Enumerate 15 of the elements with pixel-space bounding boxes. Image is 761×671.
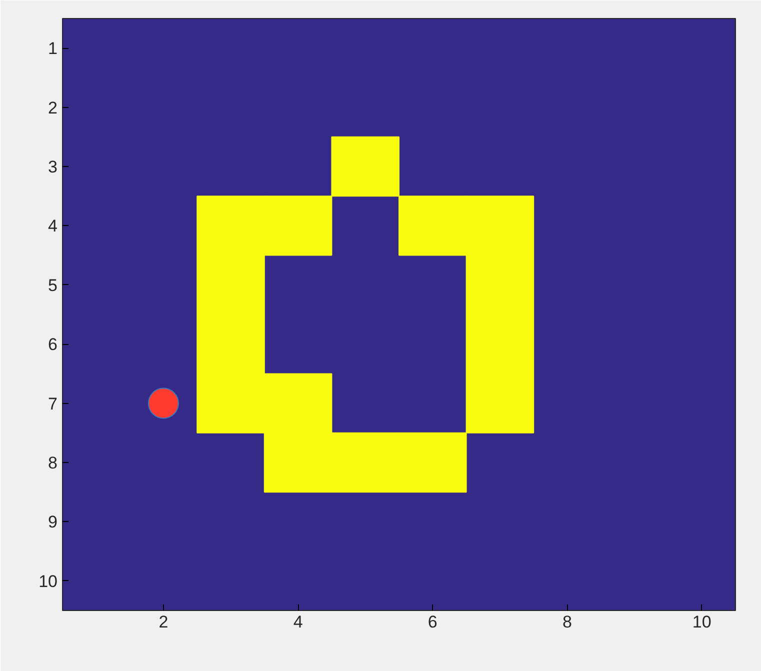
y-tick-label: 7 xyxy=(48,394,58,414)
y-tick-label: 8 xyxy=(48,454,58,472)
y-tick-label: 2 xyxy=(48,98,58,118)
x-tick-label: 6 xyxy=(428,612,438,632)
y-tick-label: 4 xyxy=(48,216,58,236)
y-tick-label: 5 xyxy=(48,276,58,295)
y-tick-label: 3 xyxy=(48,158,58,176)
x-tick-label: 2 xyxy=(158,612,168,632)
y-tick-label: 1 xyxy=(48,39,58,58)
x-tick-label: 4 xyxy=(293,612,303,632)
x-tick-label: 10 xyxy=(692,612,712,632)
y-tick-label: 9 xyxy=(48,512,58,532)
y-tick-label: 10 xyxy=(38,572,58,591)
y-tick-label: 6 xyxy=(48,335,58,354)
x-tick-label: 8 xyxy=(562,612,572,632)
